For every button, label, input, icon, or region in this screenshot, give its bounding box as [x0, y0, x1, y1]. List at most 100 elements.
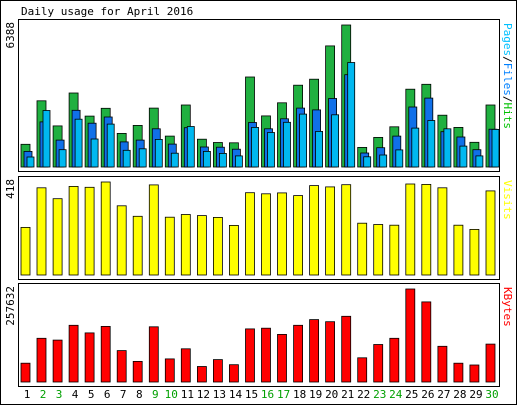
- x-tick-label-day-2: 2: [40, 388, 47, 401]
- bar-visits-day-4: [68, 185, 79, 276]
- bar-pages-day-7: [122, 149, 131, 168]
- bar-visits-day-13: [212, 216, 223, 276]
- bar-kbytes-day-3: [52, 339, 63, 383]
- bar-pages-day-19: [315, 130, 324, 168]
- bar-pages-day-10: [170, 152, 179, 168]
- panel-visits-max-label: 418: [4, 179, 17, 199]
- bar-kbytes-day-8: [132, 360, 143, 383]
- x-tick-label-day-29: 29: [469, 388, 482, 401]
- x-tick-label-day-30: 30: [485, 388, 498, 401]
- bar-kbytes-day-4: [68, 324, 79, 383]
- x-tick-label-day-16: 16: [261, 388, 274, 401]
- bar-pages-day-16: [267, 132, 275, 168]
- bar-pages-day-24: [395, 149, 404, 168]
- bar-visits-day-15: [245, 192, 255, 276]
- x-tick-label-day-19: 19: [309, 388, 322, 401]
- bar-visits-day-26: [421, 183, 432, 276]
- bar-visits-day-5: [84, 186, 95, 276]
- x-tick-label-day-13: 13: [213, 388, 226, 401]
- x-tick-label-day-26: 26: [421, 388, 434, 401]
- x-tick-label-day-25: 25: [405, 388, 418, 401]
- x-tick-label-day-14: 14: [229, 388, 243, 401]
- bar-visits-day-2: [36, 187, 47, 276]
- panel-traffic-legend: Pages/Files/Hits: [501, 23, 514, 129]
- bar-pages-day-12: [202, 150, 211, 168]
- bar-kbytes-day-12: [196, 366, 207, 383]
- bar-pages-day-13: [218, 152, 227, 168]
- x-tick-label-day-24: 24: [389, 388, 403, 401]
- bar-kbytes-day-10: [164, 358, 175, 383]
- bar-pages-day-15: [251, 127, 259, 168]
- bar-visits-day-18: [293, 195, 304, 276]
- x-tick-label-day-8: 8: [136, 388, 143, 401]
- bar-kbytes-day-20: [325, 321, 336, 383]
- legend-entry-traffic-2: Files: [501, 63, 514, 96]
- bar-kbytes-day-11: [180, 348, 191, 383]
- bar-pages-day-9: [154, 138, 163, 168]
- bar-kbytes-day-28: [453, 362, 464, 383]
- bar-kbytes-day-30: [485, 343, 496, 383]
- bar-kbytes-day-7: [116, 350, 127, 383]
- bar-pages-day-21: [347, 62, 356, 168]
- bar-kbytes-day-5: [84, 332, 95, 383]
- bar-kbytes-day-2: [36, 337, 47, 383]
- x-tick-label-day-27: 27: [437, 388, 450, 401]
- bar-kbytes-day-16: [261, 327, 271, 383]
- x-tick-label-day-4: 4: [72, 388, 79, 401]
- bar-pages-day-20: [331, 114, 340, 168]
- panel-traffic-frame: [18, 19, 500, 172]
- bar-visits-day-12: [196, 215, 207, 276]
- bar-visits-day-17: [277, 192, 287, 276]
- bar-pages-day-8: [138, 148, 147, 168]
- x-tick-label-day-7: 7: [120, 388, 127, 401]
- bar-pages-day-25: [411, 127, 420, 168]
- panel-visits-legend: Visits: [501, 180, 514, 220]
- chart-panels: 6388 Pages/Files/Hits 418 Visits 257632 KByte…: [4, 19, 514, 387]
- panel-kbytes-legend: KBytes: [501, 287, 514, 327]
- bar-pages-day-14: [234, 155, 243, 168]
- bar-kbytes-day-13: [212, 359, 223, 383]
- bar-visits-day-27: [437, 187, 448, 276]
- panel-traffic: 6388 Pages/Files/Hits: [4, 19, 514, 172]
- panel-visits-frame: [18, 176, 500, 280]
- x-tick-label-day-6: 6: [104, 388, 111, 401]
- x-tick-label-day-23: 23: [373, 388, 386, 401]
- bar-pages-day-5: [90, 138, 99, 168]
- bar-pages-day-2: [42, 110, 51, 168]
- bar-kbytes-day-24: [389, 337, 400, 383]
- bar-kbytes-day-19: [309, 319, 320, 383]
- x-tick-label-day-22: 22: [357, 388, 370, 401]
- bar-kbytes-day-25: [405, 288, 416, 383]
- legend-entry-kbytes-0: KBytes: [501, 287, 514, 327]
- bar-visits-day-23: [373, 224, 384, 276]
- bar-visits-day-30: [485, 190, 496, 276]
- bar-visits-day-1: [20, 226, 31, 276]
- bar-kbytes-day-9: [148, 326, 159, 383]
- bar-pages-day-30: [491, 128, 500, 168]
- x-tick-label-day-28: 28: [453, 388, 466, 401]
- bar-kbytes-day-18: [293, 324, 304, 383]
- bar-pages-day-6: [106, 123, 115, 168]
- bar-visits-day-29: [469, 228, 480, 276]
- bar-kbytes-day-21: [341, 315, 352, 383]
- bar-pages-day-18: [299, 113, 308, 168]
- x-tick-label-day-3: 3: [56, 388, 63, 401]
- bar-pages-day-22: [363, 156, 372, 168]
- bar-visits-day-10: [164, 216, 175, 276]
- bar-visits-day-6: [100, 181, 111, 276]
- bar-pages-day-3: [58, 149, 67, 168]
- bar-kbytes-day-26: [421, 301, 432, 383]
- bar-kbytes-day-22: [357, 357, 368, 383]
- x-tick-label-day-17: 17: [277, 388, 290, 401]
- bar-visits-day-21: [341, 184, 352, 276]
- legend-entry-traffic-4: Hits: [501, 103, 514, 130]
- bar-visits-day-28: [453, 224, 464, 276]
- panel-kbytes: 257632 KBytes: [4, 283, 514, 387]
- bar-kbytes-day-1: [20, 362, 31, 383]
- bar-pages-day-23: [379, 154, 388, 168]
- x-axis-labels: 1 2 3 4 5 6 7 8 9 10 11 12 13 14 15 16 17 18 19 20 21 22 23 24 2…: [24, 388, 499, 401]
- x-tick-label-day-21: 21: [341, 388, 354, 401]
- x-tick-label-day-15: 15: [245, 388, 258, 401]
- x-tick-label-day-18: 18: [293, 388, 306, 401]
